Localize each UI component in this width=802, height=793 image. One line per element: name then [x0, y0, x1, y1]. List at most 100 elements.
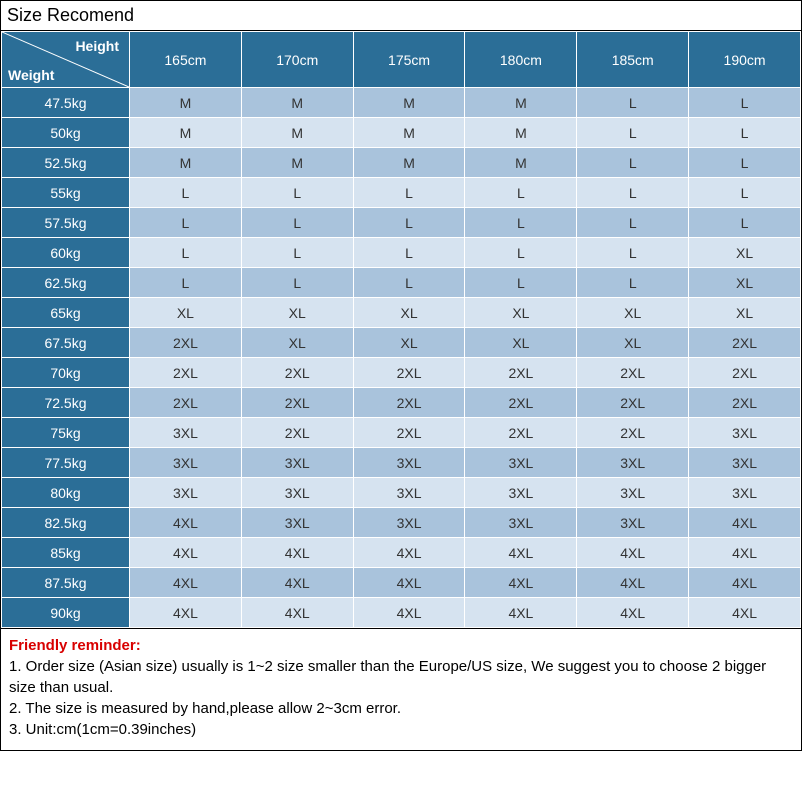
size-cell: L: [241, 268, 353, 298]
chart-title: Size Recomend: [1, 1, 801, 31]
size-cell: 2XL: [577, 358, 689, 388]
size-cell: L: [689, 208, 801, 238]
size-cell: 2XL: [353, 418, 465, 448]
size-cell: L: [130, 268, 242, 298]
size-cell: L: [353, 208, 465, 238]
row-header: 57.5kg: [2, 208, 130, 238]
reminder-lines: 1. Order size (Asian size) usually is 1~…: [9, 656, 793, 740]
size-cell: 2XL: [689, 358, 801, 388]
size-cell: M: [241, 148, 353, 178]
col-header: 170cm: [241, 32, 353, 88]
size-table: Height Weight 165cm170cm175cm180cm185cm1…: [1, 31, 801, 628]
size-cell: 4XL: [130, 508, 242, 538]
size-cell: 2XL: [130, 328, 242, 358]
row-header: 82.5kg: [2, 508, 130, 538]
table-row: 87.5kg4XL4XL4XL4XL4XL4XL: [2, 568, 801, 598]
size-cell: 4XL: [465, 538, 577, 568]
size-cell: 3XL: [689, 448, 801, 478]
size-cell: 3XL: [241, 448, 353, 478]
size-cell: 3XL: [689, 418, 801, 448]
size-cell: 4XL: [689, 538, 801, 568]
size-cell: L: [130, 238, 242, 268]
row-header: 50kg: [2, 118, 130, 148]
size-cell: 3XL: [353, 448, 465, 478]
size-cell: 4XL: [130, 538, 242, 568]
size-cell: L: [465, 178, 577, 208]
size-cell: 2XL: [241, 418, 353, 448]
size-cell: XL: [130, 298, 242, 328]
size-cell: 3XL: [465, 508, 577, 538]
size-cell: L: [465, 268, 577, 298]
size-cell: 3XL: [353, 478, 465, 508]
size-cell: L: [353, 238, 465, 268]
size-cell: M: [353, 88, 465, 118]
table-row: 72.5kg2XL2XL2XL2XL2XL2XL: [2, 388, 801, 418]
size-cell: 3XL: [465, 448, 577, 478]
size-cell: XL: [241, 298, 353, 328]
row-header: 55kg: [2, 178, 130, 208]
size-cell: XL: [241, 328, 353, 358]
size-cell: 3XL: [577, 508, 689, 538]
size-cell: M: [465, 148, 577, 178]
size-cell: 4XL: [577, 598, 689, 628]
table-body: 47.5kgMMMMLL50kgMMMMLL52.5kgMMMMLL55kgLL…: [2, 88, 801, 628]
size-cell: 3XL: [241, 478, 353, 508]
size-cell: M: [130, 148, 242, 178]
row-header: 62.5kg: [2, 268, 130, 298]
size-cell: 2XL: [241, 388, 353, 418]
size-cell: M: [353, 148, 465, 178]
size-cell: XL: [689, 268, 801, 298]
size-cell: 4XL: [689, 598, 801, 628]
size-cell: L: [577, 238, 689, 268]
size-cell: 4XL: [241, 568, 353, 598]
table-row: 75kg3XL2XL2XL2XL2XL3XL: [2, 418, 801, 448]
row-header: 72.5kg: [2, 388, 130, 418]
size-cell: XL: [689, 298, 801, 328]
col-header: 190cm: [689, 32, 801, 88]
size-cell: XL: [353, 328, 465, 358]
size-cell: L: [130, 208, 242, 238]
size-cell: 2XL: [465, 418, 577, 448]
height-axis-label: Height: [75, 38, 119, 54]
row-header: 70kg: [2, 358, 130, 388]
size-cell: L: [353, 178, 465, 208]
size-cell: 4XL: [353, 568, 465, 598]
table-row: 57.5kgLLLLLL: [2, 208, 801, 238]
size-cell: L: [689, 148, 801, 178]
table-row: 70kg2XL2XL2XL2XL2XL2XL: [2, 358, 801, 388]
size-cell: 4XL: [130, 568, 242, 598]
size-cell: 3XL: [241, 508, 353, 538]
row-header: 90kg: [2, 598, 130, 628]
size-cell: 4XL: [353, 538, 465, 568]
size-cell: 2XL: [465, 358, 577, 388]
size-cell: L: [577, 88, 689, 118]
size-cell: 2XL: [577, 418, 689, 448]
size-cell: 4XL: [577, 568, 689, 598]
size-cell: L: [130, 178, 242, 208]
size-cell: 4XL: [241, 598, 353, 628]
table-row: 62.5kgLLLLLXL: [2, 268, 801, 298]
row-header: 52.5kg: [2, 148, 130, 178]
size-cell: 3XL: [130, 478, 242, 508]
row-header: 85kg: [2, 538, 130, 568]
size-cell: L: [689, 118, 801, 148]
size-cell: L: [577, 178, 689, 208]
row-header: 75kg: [2, 418, 130, 448]
corner-cell: Height Weight: [2, 32, 130, 88]
size-cell: 2XL: [130, 388, 242, 418]
size-cell: L: [241, 178, 353, 208]
size-cell: L: [465, 238, 577, 268]
size-cell: 2XL: [689, 328, 801, 358]
size-cell: 4XL: [130, 598, 242, 628]
weight-axis-label: Weight: [8, 67, 54, 83]
reminder-box: Friendly reminder: 1. Order size (Asian …: [1, 628, 801, 750]
header-row: Height Weight 165cm170cm175cm180cm185cm1…: [2, 32, 801, 88]
size-cell: L: [353, 268, 465, 298]
size-chart-container: Size Recomend Height Weight 165cm170cm17…: [0, 0, 802, 751]
size-cell: M: [130, 88, 242, 118]
table-row: 67.5kg2XLXLXLXLXL2XL: [2, 328, 801, 358]
size-cell: 4XL: [465, 568, 577, 598]
size-cell: XL: [465, 298, 577, 328]
table-row: 65kgXLXLXLXLXLXL: [2, 298, 801, 328]
size-cell: XL: [465, 328, 577, 358]
